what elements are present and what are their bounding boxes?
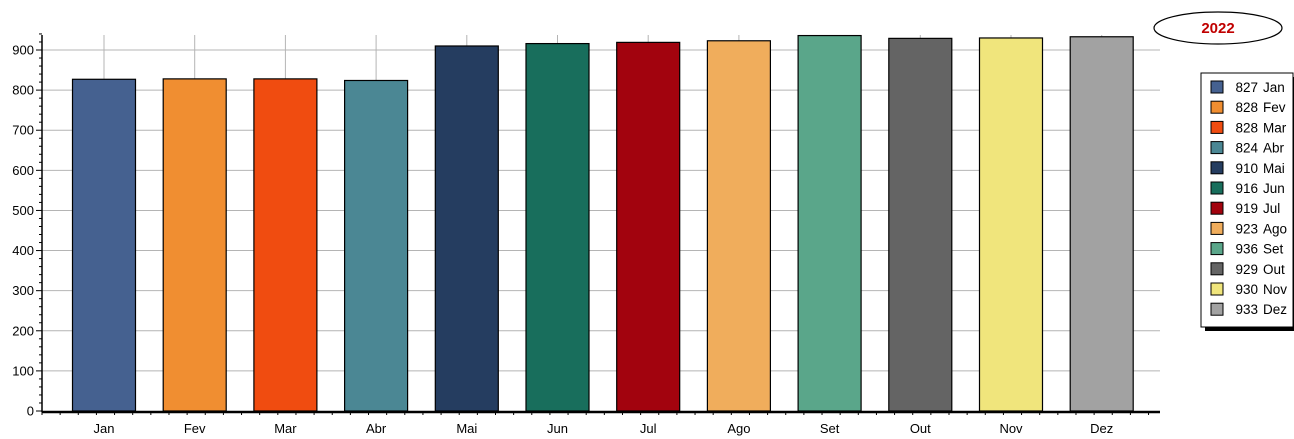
legend-value: 919 bbox=[1235, 201, 1258, 216]
bar-ago bbox=[706, 40, 772, 412]
y-tick-label: 700 bbox=[12, 123, 34, 138]
bar-jan bbox=[71, 78, 137, 412]
legend-label: Jun bbox=[1263, 181, 1285, 196]
x-tick-label: Set bbox=[820, 421, 840, 436]
y-tick-label: 100 bbox=[12, 363, 34, 378]
y-tick-label: 0 bbox=[27, 404, 34, 419]
x-tick-label: Mar bbox=[274, 421, 297, 436]
legend-label: Ago bbox=[1263, 221, 1287, 236]
bar-mar bbox=[253, 78, 318, 412]
legend-swatch bbox=[1210, 100, 1224, 114]
legend-swatch bbox=[1210, 302, 1224, 316]
y-tick-label: 500 bbox=[12, 203, 34, 218]
y-tick-label: 300 bbox=[12, 283, 34, 298]
y-tick-label: 600 bbox=[12, 163, 34, 178]
bar-out bbox=[888, 37, 953, 412]
y-tick-label: 900 bbox=[12, 43, 34, 58]
legend-value: 827 bbox=[1235, 80, 1258, 95]
x-tick-label: Abr bbox=[366, 421, 387, 436]
legend-label: Dez bbox=[1263, 302, 1287, 317]
bar-jul bbox=[616, 41, 681, 412]
legend-swatch bbox=[1210, 161, 1224, 175]
legend-label: Jul bbox=[1263, 201, 1280, 216]
bar-dez bbox=[1069, 36, 1134, 412]
title-ellipse bbox=[1153, 11, 1283, 45]
y-tick-label: 800 bbox=[12, 83, 34, 98]
legend-label: Set bbox=[1263, 242, 1284, 257]
legend-value: 916 bbox=[1235, 181, 1258, 196]
bar-nov bbox=[978, 37, 1044, 412]
legend-value: 936 bbox=[1235, 242, 1258, 257]
legend: 827 Jan 828 Fev 828 Mar 824 Abr 910 Mai 916 Jun 919 J… bbox=[1200, 72, 1294, 331]
x-tick-label: Mai bbox=[456, 421, 477, 436]
y-tick-label: 200 bbox=[12, 323, 34, 338]
x-tick-label: Out bbox=[910, 421, 931, 436]
legend-swatch bbox=[1210, 221, 1224, 235]
legend-swatch bbox=[1210, 282, 1224, 296]
legend-label: Mai bbox=[1263, 161, 1285, 176]
x-tick-label: Nov bbox=[999, 421, 1023, 436]
legend-value: 923 bbox=[1235, 221, 1258, 236]
legend-swatch bbox=[1210, 262, 1224, 276]
chart-title-badge: 2022 bbox=[1153, 11, 1283, 45]
y-tick-label: 400 bbox=[12, 243, 34, 258]
bar-fev bbox=[162, 78, 227, 412]
legend-value: 828 bbox=[1235, 120, 1258, 135]
bar-abr bbox=[344, 79, 409, 412]
legend-swatch bbox=[1210, 242, 1224, 256]
bars-group bbox=[71, 34, 1134, 412]
legend-label: Mar bbox=[1263, 120, 1287, 135]
bar-jun bbox=[525, 42, 590, 412]
legend-value: 930 bbox=[1235, 282, 1258, 297]
legend-swatch bbox=[1210, 201, 1224, 215]
x-tick-label: Jan bbox=[94, 421, 115, 436]
bar-mai bbox=[434, 45, 499, 412]
legend-swatch bbox=[1210, 120, 1224, 134]
legend-label: Abr bbox=[1263, 141, 1285, 156]
axes bbox=[36, 33, 1160, 415]
x-tick-label: Jun bbox=[547, 421, 568, 436]
legend-swatch bbox=[1210, 141, 1224, 155]
legend-value: 828 bbox=[1235, 100, 1258, 115]
x-tick-label: Dez bbox=[1090, 421, 1113, 436]
x-axis-ticks: Jan Fev Mar Abr Mai Jun Jul Ago Set Out Nov Dez bbox=[94, 421, 1114, 436]
legend-value: 933 bbox=[1235, 302, 1258, 317]
bar-set bbox=[797, 34, 862, 412]
legend-label: Jan bbox=[1263, 80, 1285, 95]
legend-label: Nov bbox=[1263, 282, 1287, 297]
legend-value: 824 bbox=[1235, 141, 1258, 156]
legend-value: 910 bbox=[1235, 161, 1258, 176]
legend-swatch bbox=[1210, 80, 1224, 94]
x-tick-label: Fev bbox=[184, 421, 206, 436]
x-tick-label: Ago bbox=[727, 421, 750, 436]
legend-label: Fev bbox=[1263, 100, 1286, 115]
y-axis-ticks: 0 100 200 300 400 500 600 700 800 900 bbox=[12, 43, 34, 419]
legend-swatch bbox=[1210, 181, 1224, 195]
legend-label: Out bbox=[1263, 262, 1285, 277]
legend-value: 929 bbox=[1235, 262, 1258, 277]
x-tick-label: Jul bbox=[640, 421, 657, 436]
chart-title: 2022 bbox=[1201, 20, 1234, 37]
